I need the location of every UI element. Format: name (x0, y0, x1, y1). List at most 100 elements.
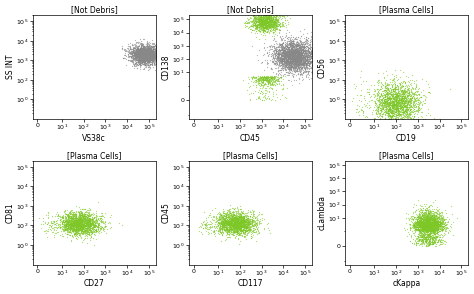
Point (65, 229, 73, 234)
Point (292, 56, 299, 61)
Point (395, 98, 403, 102)
Point (418, 219, 425, 223)
Point (411, 227, 419, 232)
Point (292, 58, 300, 63)
Point (247, 235, 255, 240)
Point (421, 218, 429, 223)
Point (428, 224, 436, 228)
Point (438, 219, 445, 224)
Point (140, 50, 147, 54)
Point (103, 226, 111, 231)
Point (136, 46, 143, 51)
Point (411, 86, 419, 91)
Point (238, 218, 246, 223)
Point (231, 220, 238, 225)
Point (302, 43, 310, 48)
Point (279, 66, 286, 70)
Point (291, 58, 298, 63)
Point (233, 222, 241, 226)
Point (260, 14, 267, 18)
Point (141, 53, 149, 58)
Point (210, 225, 218, 230)
Point (65, 219, 73, 224)
Point (245, 219, 253, 223)
Point (133, 49, 141, 54)
Point (288, 57, 296, 62)
Point (289, 57, 297, 61)
Point (149, 55, 157, 60)
Point (164, 47, 171, 52)
Point (424, 215, 432, 220)
Point (411, 101, 419, 106)
Point (312, 44, 319, 48)
Point (79, 221, 87, 226)
Point (406, 82, 413, 87)
Point (270, 59, 277, 64)
Point (59, 212, 67, 217)
Point (261, 19, 268, 24)
Point (283, 55, 291, 60)
Point (396, 82, 403, 86)
Point (426, 222, 434, 227)
Point (134, 56, 142, 60)
Point (425, 220, 433, 225)
Point (383, 118, 391, 123)
Point (391, 107, 399, 112)
Point (304, 61, 312, 65)
Point (292, 60, 300, 64)
Point (220, 216, 228, 221)
Point (150, 54, 158, 59)
Point (307, 47, 314, 52)
Point (233, 231, 240, 235)
Point (245, 19, 253, 24)
Point (298, 72, 305, 77)
Point (283, 64, 290, 69)
Point (219, 223, 226, 228)
Point (274, 54, 282, 59)
Point (139, 50, 146, 55)
Point (257, 22, 265, 27)
Point (278, 58, 286, 63)
Point (427, 220, 434, 224)
Point (428, 221, 435, 225)
Point (263, 10, 270, 15)
Point (263, 21, 270, 26)
Point (69, 220, 76, 225)
Point (300, 51, 307, 55)
Point (74, 209, 82, 214)
Point (382, 110, 390, 115)
Point (291, 61, 298, 66)
Point (301, 54, 309, 58)
Point (132, 58, 140, 63)
Point (301, 53, 309, 58)
Point (432, 235, 440, 240)
Point (220, 225, 228, 229)
Point (76, 227, 83, 231)
Point (403, 111, 410, 116)
Point (245, 229, 252, 234)
Point (69, 220, 77, 225)
Point (154, 59, 161, 64)
Point (139, 51, 147, 55)
Point (410, 92, 417, 96)
Point (257, 22, 265, 26)
Point (410, 118, 418, 123)
Point (66, 213, 74, 218)
Point (161, 56, 169, 61)
Point (393, 95, 401, 100)
Point (357, 99, 365, 103)
Title: [Plasma Cells]: [Plasma Cells] (379, 6, 434, 15)
Point (430, 222, 438, 227)
Point (395, 93, 403, 97)
Point (67, 214, 74, 219)
Point (145, 52, 153, 57)
Point (277, 51, 285, 56)
Point (160, 55, 168, 59)
Point (80, 223, 88, 228)
Point (149, 58, 156, 63)
Point (74, 220, 82, 225)
Point (150, 56, 158, 60)
Point (78, 217, 86, 221)
Point (384, 118, 392, 123)
Point (254, 10, 261, 14)
